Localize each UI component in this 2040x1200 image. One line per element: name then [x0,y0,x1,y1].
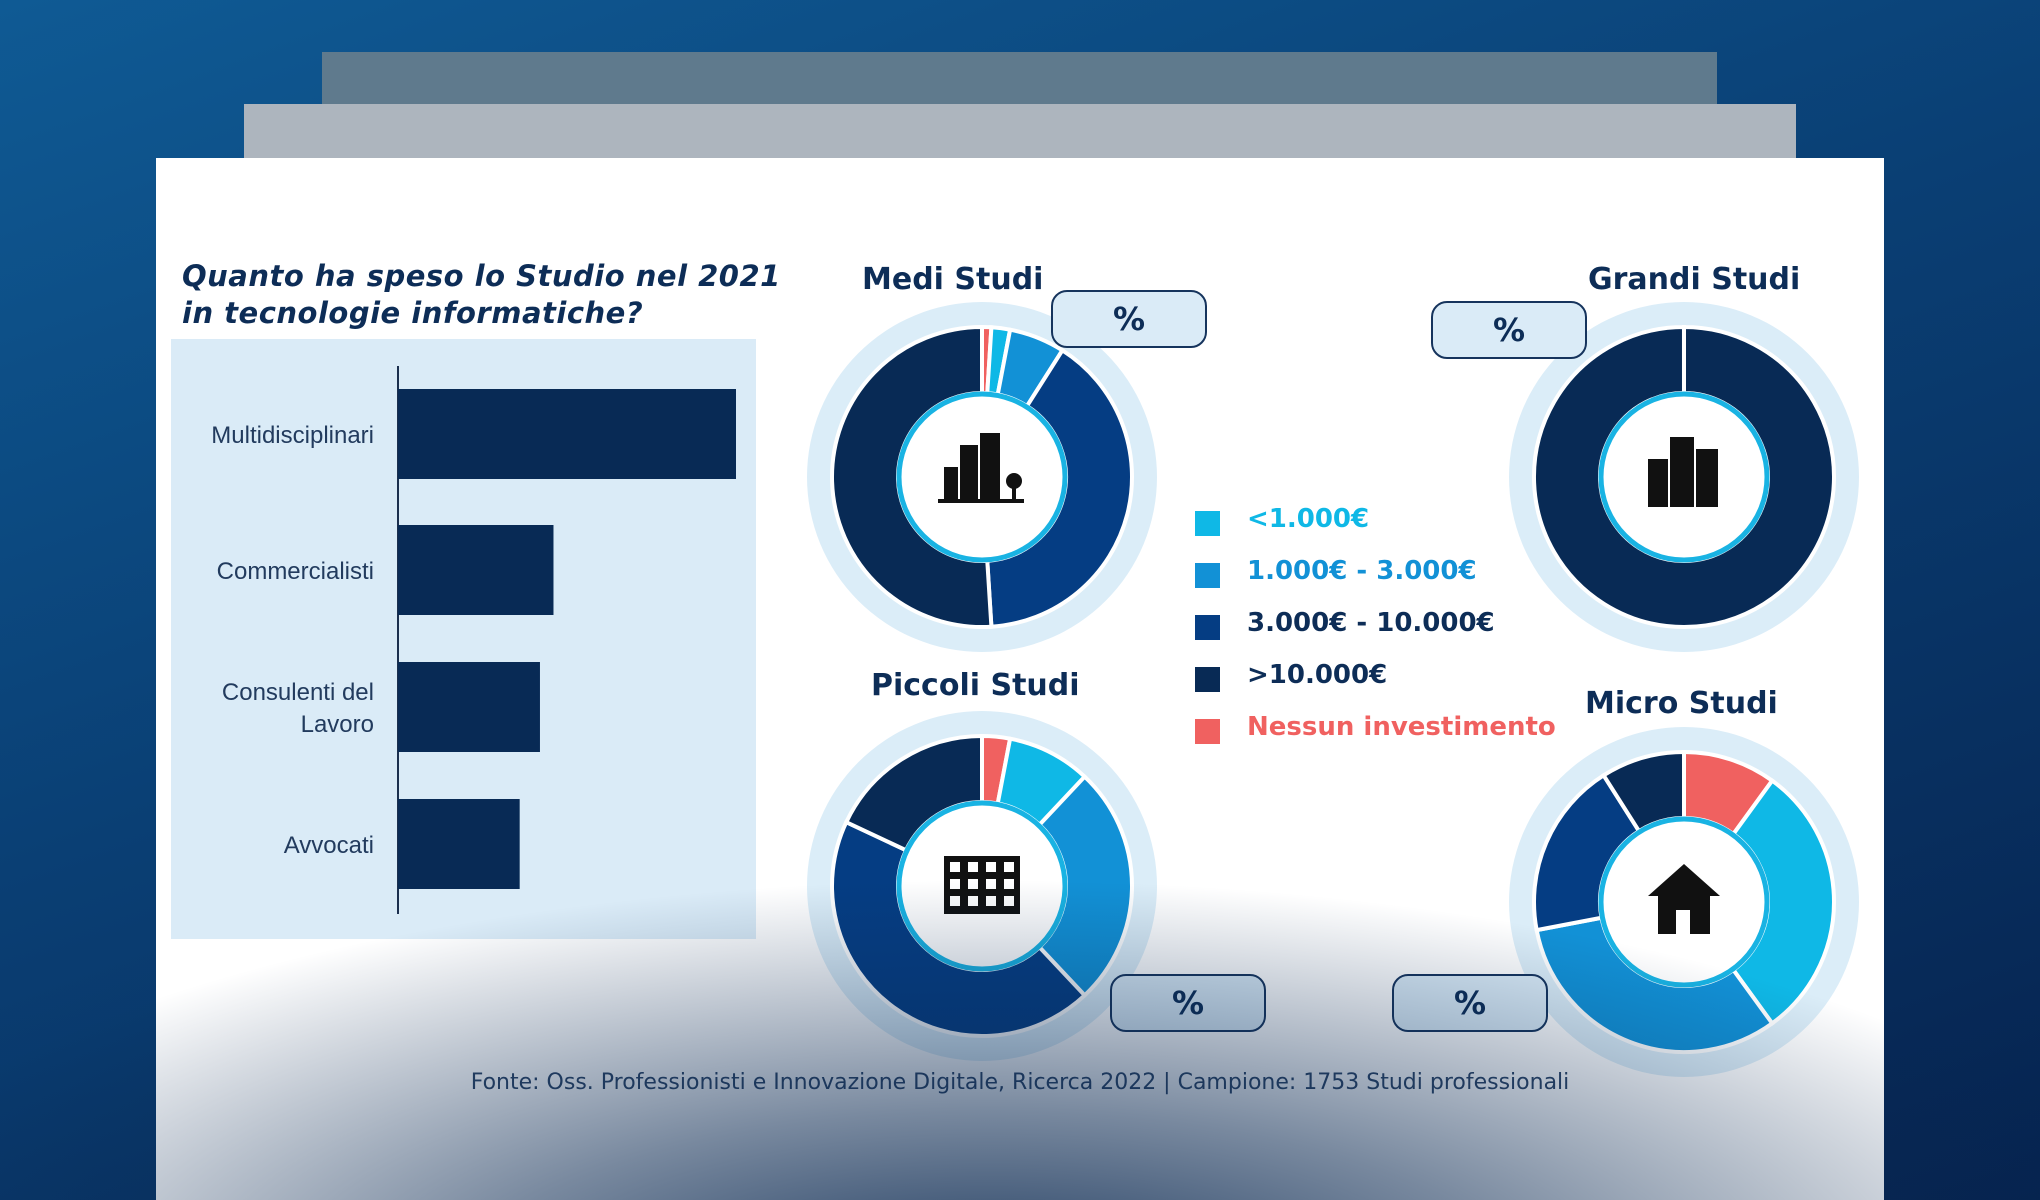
window [968,879,978,889]
window [1004,896,1014,906]
percent-pill-piccoli[interactable]: % [1110,974,1266,1032]
donut-title-grandi: Grandi Studi [1588,262,1801,297]
window [950,879,960,889]
building-part [980,433,1000,499]
window [986,896,996,906]
legend-label: 1.000€ - 3.000€ [1247,556,1477,586]
tree-trunk [1012,485,1016,499]
legend-swatch [1195,719,1220,744]
bar-1 [398,389,736,479]
bar-2 [398,525,554,615]
window [968,896,978,906]
donut-title-medi: Medi Studi [862,262,1044,297]
door [1676,910,1690,934]
window [986,879,996,889]
category-label: Avvocati [284,832,374,859]
category-label: Commercialisti [217,558,374,585]
building-part [944,467,958,499]
apartment-building-icon [944,856,1020,914]
legend-swatch [1195,615,1220,640]
donut-title-micro: Micro Studi [1585,686,1778,721]
percent-pill-micro[interactable]: % [1392,974,1548,1032]
bar-3 [398,662,540,752]
tower [1648,459,1668,507]
donut-medi-studi [807,302,1157,652]
percent-pill-grandi[interactable]: % [1431,301,1587,359]
window [968,862,978,872]
bar-4 [398,799,520,889]
legend-label: >10.000€ [1247,660,1388,690]
window [986,862,996,872]
percent-pill-medi[interactable]: % [1051,290,1207,348]
ground [938,499,1024,503]
donut-micro-studi [1509,727,1859,1077]
legend-swatch [1195,563,1220,588]
category-label: Multidisciplinari [211,422,374,449]
window [1004,862,1014,872]
legend-label: <1.000€ [1247,504,1370,534]
source-note: Fonte: Oss. Professionisti e Innovazione… [470,1070,1570,1095]
window [1004,879,1014,889]
tower [1696,449,1718,507]
tower [1670,437,1694,507]
category-label: Consulenti del Lavoro [222,679,374,738]
window [950,862,960,872]
donut-piccoli-studi [807,711,1157,1061]
building-part [960,445,978,499]
donut-title-piccoli: Piccoli Studi [871,668,1080,703]
legend-label: 3.000€ - 10.000€ [1247,608,1495,638]
legend-swatch [1195,667,1220,692]
window [950,896,960,906]
legend-swatch [1195,511,1220,536]
legend-label: Nessun investimento [1247,712,1556,742]
